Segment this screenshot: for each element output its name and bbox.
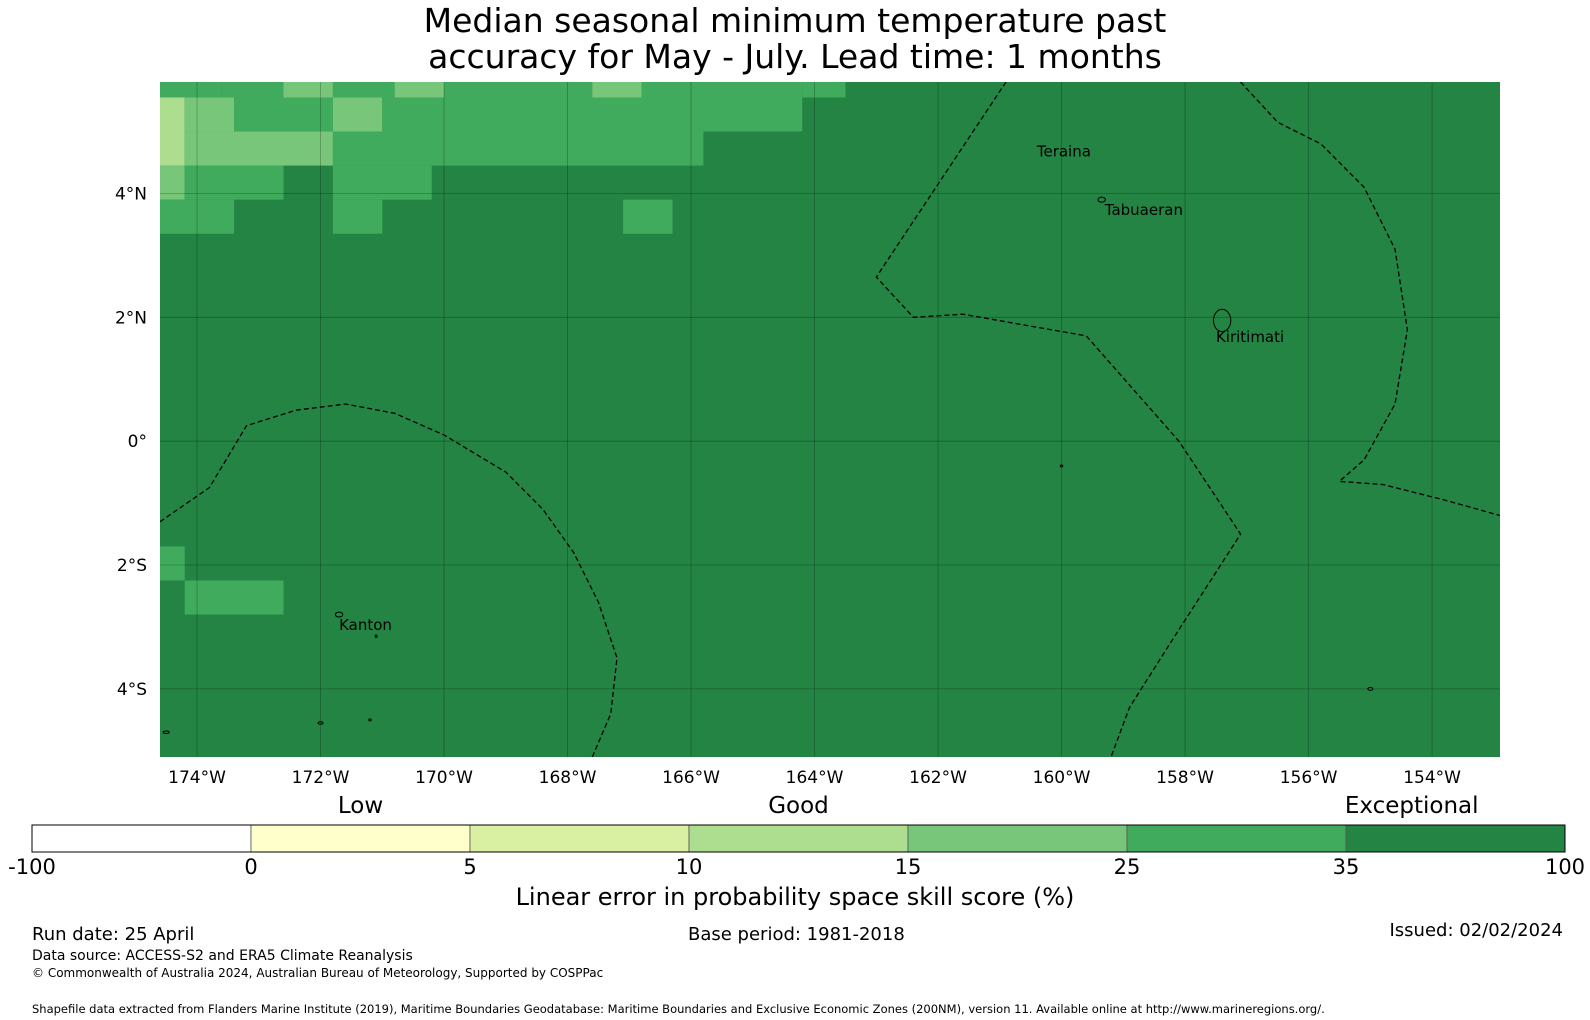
map-area: Teraina Tabuaeran Kiritimati Kanton (160, 82, 1500, 757)
longitude-tick-label: 174°W (168, 768, 226, 788)
skill-cell (623, 199, 673, 234)
place-label-kanton: Kanton (339, 616, 392, 634)
place-label-tabuaeran: Tabuaeran (1104, 201, 1183, 219)
eez-boundary-line (875, 82, 1242, 757)
place-label-teraina: Teraina (1036, 142, 1091, 160)
island-outline (1212, 308, 1232, 333)
skill-cell (332, 97, 383, 132)
latitude-tick-label: 4°S (117, 680, 147, 700)
longitude-tick-label: 162°W (909, 768, 967, 788)
run-date: Run date: 25 April (32, 924, 195, 945)
colorbar-category-label: Good (768, 793, 829, 819)
skill-cell (184, 580, 284, 615)
longitude-tick-label: 160°W (1033, 768, 1091, 788)
colorbar-segment (469, 824, 690, 853)
map-axes: 174°W 172°W 170°W 168°W 166°W 164°W 162°W 160°W… (115, 184, 1461, 788)
island-outline (162, 730, 170, 734)
skill-cell (160, 199, 235, 234)
colorbar-tick-label: -100 (8, 855, 56, 879)
skill-cell (184, 131, 333, 166)
colorbar-segment (907, 824, 1128, 853)
latitude-tick-label: 4°N (115, 184, 147, 204)
colorbar-category-label: Low (338, 793, 383, 819)
colorbar: -100 0 5 10 15 25 35 100 Low Good Exceptional (8, 793, 1585, 879)
island-outline (1059, 464, 1064, 468)
skill-cell (160, 97, 185, 166)
island-outline (317, 721, 324, 725)
longitude-tick-label: 168°W (539, 768, 597, 788)
longitude-tick-label: 172°W (292, 768, 350, 788)
island-outline (374, 634, 378, 638)
longitude-tick-label: 164°W (786, 768, 844, 788)
skill-cell (221, 82, 284, 98)
colorbar-segment (31, 824, 252, 853)
skill-cell (394, 82, 445, 98)
colorbar-tick-label: 35 (1333, 855, 1360, 879)
skill-cell (332, 165, 432, 200)
island-outline (1367, 686, 1374, 691)
skill-cell (160, 546, 185, 581)
latitude-tick-label: 0° (128, 432, 147, 452)
colorbar-tick-label: 100 (1545, 855, 1585, 879)
skill-cell (184, 165, 284, 200)
issued-date: Issued: 02/02/2024 (1389, 920, 1563, 941)
skill-cell (332, 82, 395, 98)
colorbar-outline (31, 824, 1566, 853)
place-label-kiritimati: Kiritimati (1216, 328, 1284, 346)
colorbar-tick-label: 15 (895, 855, 922, 879)
colorbar-segment (1345, 824, 1566, 853)
longitude-tick-label: 158°W (1156, 768, 1214, 788)
island-outline (1097, 196, 1106, 203)
longitude-tick-label: 156°W (1280, 768, 1338, 788)
shapefile-credit: Shapefile data extracted from Flanders M… (32, 1002, 1325, 1016)
skill-cell (283, 82, 333, 98)
skill-cell (382, 97, 803, 132)
skill-cell (234, 97, 333, 132)
skill-cell (332, 199, 383, 234)
colorbar-segment (1126, 824, 1347, 853)
skill-cell (332, 131, 704, 166)
latitude-tick-label: 2°N (115, 308, 147, 328)
longitude-tick-label: 170°W (415, 768, 473, 788)
map-title-line-2: accuracy for May - July. Lead time: 1 mo… (428, 37, 1162, 76)
colorbar-tick-label: 25 (1114, 855, 1141, 879)
longitude-tick-label: 166°W (662, 768, 720, 788)
skill-cell (160, 165, 185, 200)
colorbar-label: Linear error in probability space skill … (515, 883, 1075, 911)
eez-boundary-line (1240, 82, 1500, 517)
colorbar-segment (250, 824, 471, 853)
map-title-line-1: Median seasonal minimum temperature past (423, 1, 1167, 40)
island-outline (334, 611, 344, 618)
skill-cell (160, 82, 222, 98)
colorbar-tick-label: 10 (676, 855, 703, 879)
eez-boundary-line (160, 403, 618, 757)
colorbar-tick-label: 5 (463, 855, 476, 879)
copyright: © Commonwealth of Australia 2024, Austra… (32, 966, 604, 980)
island-outline (368, 718, 372, 722)
colorbar-tick-label: 0 (244, 855, 257, 879)
data-source: Data source: ACCESS-S2 and ERA5 Climate … (32, 948, 413, 964)
skill-cell (592, 82, 642, 98)
colorbar-segment (688, 824, 909, 853)
skill-cell (802, 82, 846, 98)
colorbar-category-label: Exceptional (1345, 793, 1479, 819)
latitude-tick-label: 2°S (117, 556, 147, 576)
longitude-tick-label: 154°W (1403, 768, 1461, 788)
base-period: Base period: 1981-2018 (688, 924, 905, 945)
skill-cell (444, 82, 593, 98)
skill-cell (641, 82, 803, 98)
skill-cell (184, 97, 235, 132)
